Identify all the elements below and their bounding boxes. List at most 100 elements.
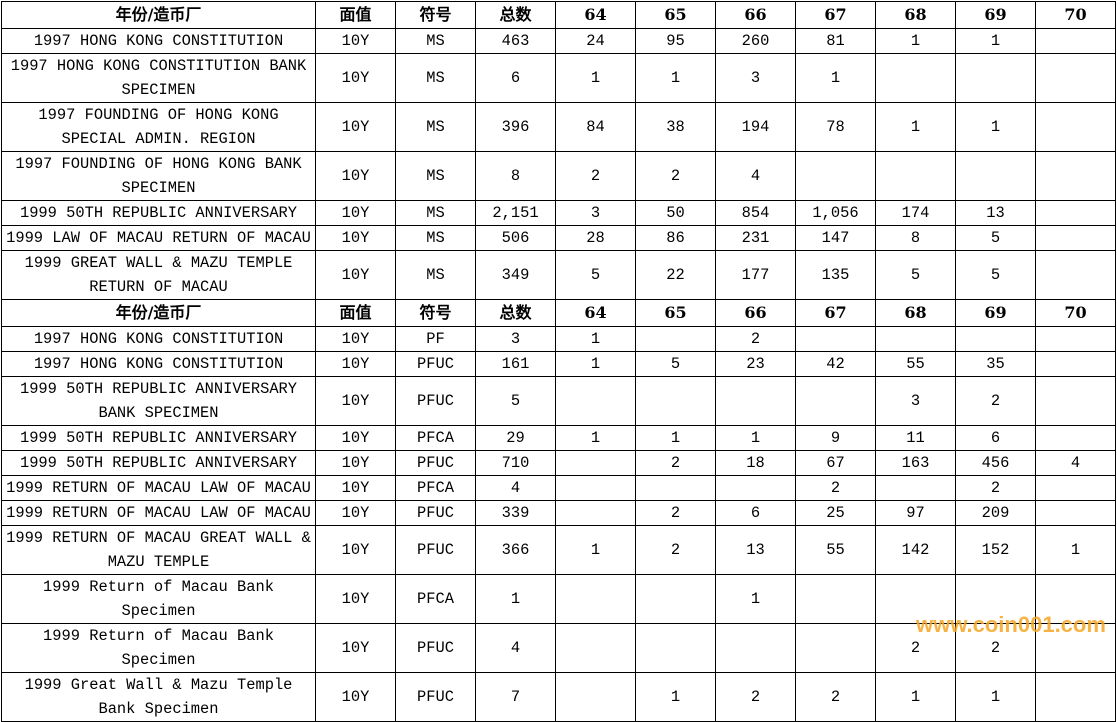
grade-count-cell bbox=[635, 326, 716, 352]
grade-count-cell: 1 bbox=[795, 53, 876, 103]
grade-cell: MS bbox=[395, 53, 476, 103]
total-cell: 339 bbox=[475, 500, 556, 526]
coin-name-cell: 1997 HONG KONG CONSTITUTION BANK SPECIME… bbox=[1, 53, 316, 103]
table-row: 1997 HONG KONG CONSTITUTION 10Y PFUC 161 1 5 2… bbox=[1, 351, 1116, 377]
column-header: 68 bbox=[875, 1, 956, 29]
grade-cell: PFUC bbox=[395, 500, 476, 526]
coin-name-cell: 1999 LAW OF MACAU RETURN OF MACAU bbox=[1, 225, 316, 251]
grade-count-cell: 11 bbox=[875, 425, 956, 451]
grade-count-cell bbox=[1035, 475, 1116, 501]
grade-count-cell bbox=[1035, 500, 1116, 526]
grade-count-cell bbox=[635, 376, 716, 426]
grade-count-cell: 2 bbox=[635, 450, 716, 476]
grade-count-cell bbox=[555, 672, 636, 722]
grade-cell: PFCA bbox=[395, 475, 476, 501]
column-header: 70 bbox=[1035, 299, 1116, 327]
total-cell: 161 bbox=[475, 351, 556, 377]
grade-count-cell: 260 bbox=[715, 28, 796, 54]
grade-count-cell bbox=[795, 574, 876, 624]
grade-count-cell bbox=[635, 574, 716, 624]
total-cell: 4 bbox=[475, 475, 556, 501]
grade-count-cell bbox=[1035, 326, 1116, 352]
denomination-cell: 10Y bbox=[315, 475, 396, 501]
grade-count-cell: 25 bbox=[795, 500, 876, 526]
denomination-cell: 10Y bbox=[315, 672, 396, 722]
grade-cell: PFUC bbox=[395, 623, 476, 673]
grade-cell: PFUC bbox=[395, 672, 476, 722]
total-cell: 396 bbox=[475, 102, 556, 152]
grade-count-cell: 2 bbox=[955, 376, 1036, 426]
denomination-cell: 10Y bbox=[315, 425, 396, 451]
table-row: 1997 FOUNDING OF HONG KONG BANK SPECIMEN… bbox=[1, 151, 1116, 201]
grade-count-cell: 18 bbox=[715, 450, 796, 476]
grade-count-cell: 1,056 bbox=[795, 200, 876, 226]
grade-count-cell bbox=[875, 151, 956, 201]
grade-cell: PFCA bbox=[395, 574, 476, 624]
total-cell: 7 bbox=[475, 672, 556, 722]
grade-count-cell bbox=[955, 574, 1036, 624]
grade-count-cell: 5 bbox=[955, 250, 1036, 300]
grade-count-cell: 1 bbox=[955, 28, 1036, 54]
grade-cell: MS bbox=[395, 28, 476, 54]
grade-count-cell bbox=[555, 500, 636, 526]
grade-count-cell: 2 bbox=[635, 151, 716, 201]
column-header: 总数 bbox=[475, 299, 556, 327]
table-row: 1999 Return of Macau Bank Specimen 10Y PFC… bbox=[1, 574, 1116, 624]
grade-count-cell: 81 bbox=[795, 28, 876, 54]
grade-count-cell bbox=[715, 376, 796, 426]
column-header: 符号 bbox=[395, 1, 476, 29]
column-header: 总数 bbox=[475, 1, 556, 29]
grade-count-cell bbox=[875, 53, 956, 103]
table-row: 1999 50TH REPUBLIC ANNIVERSARY BANK SPEC… bbox=[1, 376, 1116, 426]
grade-count-cell bbox=[1035, 376, 1116, 426]
total-cell: 1 bbox=[475, 574, 556, 624]
grade-count-cell: 194 bbox=[715, 102, 796, 152]
denomination-cell: 10Y bbox=[315, 102, 396, 152]
grade-count-cell: 78 bbox=[795, 102, 876, 152]
grade-count-cell: 5 bbox=[555, 250, 636, 300]
grade-count-cell: 13 bbox=[715, 525, 796, 575]
grade-count-cell bbox=[1035, 225, 1116, 251]
grade-count-cell: 135 bbox=[795, 250, 876, 300]
grade-count-cell bbox=[955, 326, 1036, 352]
total-cell: 463 bbox=[475, 28, 556, 54]
column-header: 65 bbox=[635, 299, 716, 327]
grade-count-cell: 22 bbox=[635, 250, 716, 300]
grade-count-cell: 1 bbox=[715, 574, 796, 624]
total-cell: 366 bbox=[475, 525, 556, 575]
grade-count-cell bbox=[1035, 250, 1116, 300]
grade-count-cell: 4 bbox=[1035, 450, 1116, 476]
total-cell: 349 bbox=[475, 250, 556, 300]
grade-count-cell: 1 bbox=[635, 672, 716, 722]
grade-count-cell: 2 bbox=[715, 672, 796, 722]
denomination-cell: 10Y bbox=[315, 351, 396, 377]
total-cell: 29 bbox=[475, 425, 556, 451]
grade-count-cell bbox=[795, 151, 876, 201]
grade-count-cell bbox=[555, 475, 636, 501]
grade-count-cell: 2 bbox=[555, 151, 636, 201]
watermark: www.coin001.com bbox=[916, 612, 1106, 637]
column-header: 68 bbox=[875, 299, 956, 327]
total-cell: 710 bbox=[475, 450, 556, 476]
grade-count-cell: 97 bbox=[875, 500, 956, 526]
grade-count-cell: 152 bbox=[955, 525, 1036, 575]
grade-count-cell: 13 bbox=[955, 200, 1036, 226]
grade-count-cell: 231 bbox=[715, 225, 796, 251]
denomination-cell: 10Y bbox=[315, 574, 396, 624]
grade-count-cell: 5 bbox=[635, 351, 716, 377]
grade-count-cell bbox=[555, 574, 636, 624]
grade-count-cell: 3 bbox=[715, 53, 796, 103]
total-cell: 6 bbox=[475, 53, 556, 103]
total-cell: 5 bbox=[475, 376, 556, 426]
grade-count-cell: 35 bbox=[955, 351, 1036, 377]
coin-name-cell: 1999 RETURN OF MACAU LAW OF MACAU bbox=[1, 475, 316, 501]
grade-cell: PFUC bbox=[395, 351, 476, 377]
table-row: 1999 RETURN OF MACAU LAW OF MACAU 10Y PFUC… bbox=[1, 500, 1116, 526]
table-row: 1999 50TH REPUBLIC ANNIVERSARY 10Y PFCA 29 1… bbox=[1, 425, 1116, 451]
total-cell: 506 bbox=[475, 225, 556, 251]
denomination-cell: 10Y bbox=[315, 200, 396, 226]
column-header: 64 bbox=[555, 1, 636, 29]
column-header: 70 bbox=[1035, 1, 1116, 29]
grade-count-cell bbox=[635, 623, 716, 673]
grade-count-cell: 3 bbox=[875, 376, 956, 426]
